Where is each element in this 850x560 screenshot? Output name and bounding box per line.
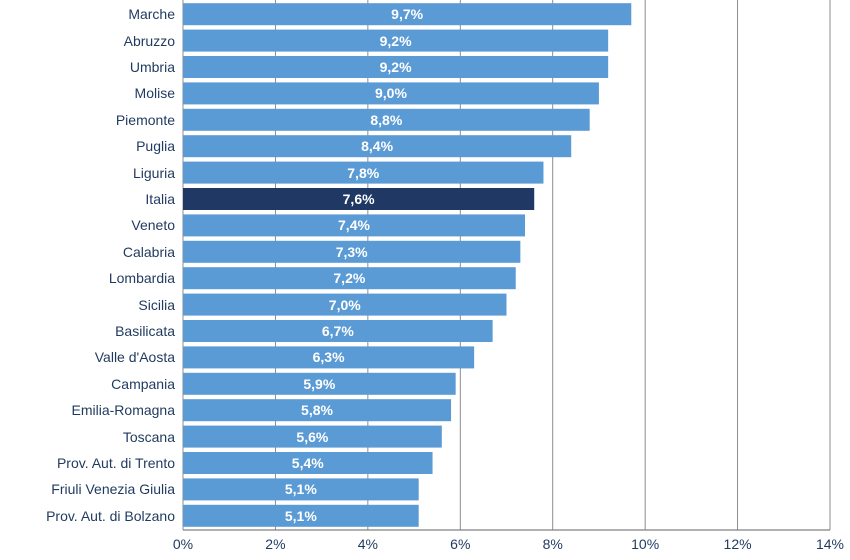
category-label: Sicilia (138, 297, 175, 313)
bar-data-label: 8,4% (361, 138, 393, 154)
bar-data-label: 6,3% (313, 349, 345, 365)
bar-data-label: 6,7% (322, 323, 354, 339)
x-axis-tick-label: 6% (450, 536, 470, 552)
bar-data-label: 5,9% (303, 376, 335, 392)
x-axis-tick-label: 4% (358, 536, 378, 552)
category-label: Molise (135, 85, 175, 101)
bar-data-label: 5,6% (296, 429, 328, 445)
category-label: Calabria (123, 244, 175, 260)
category-label: Veneto (131, 217, 175, 233)
category-label: Umbria (130, 59, 175, 75)
bar-data-label: 7,3% (336, 244, 368, 260)
category-label: Prov. Aut. di Trento (57, 455, 175, 471)
bar-data-label: 7,0% (329, 297, 361, 313)
bar-data-label: 7,6% (343, 191, 375, 207)
category-label: Marche (128, 6, 175, 22)
bar-data-label: 9,7% (391, 6, 423, 22)
category-label: Emilia-Romagna (72, 402, 175, 418)
x-axis-tick-label: 10% (631, 536, 659, 552)
category-label: Campania (111, 376, 175, 392)
category-label: Lombardia (109, 270, 175, 286)
category-label: Piemonte (116, 112, 175, 128)
category-label: Abruzzo (124, 33, 175, 49)
x-axis-tick-label: 12% (724, 536, 752, 552)
bar-data-label: 8,8% (370, 112, 402, 128)
x-axis-tick-label: 14% (816, 536, 844, 552)
category-label: Puglia (136, 138, 175, 154)
x-axis-tick-label: 2% (265, 536, 285, 552)
category-label: Prov. Aut. di Bolzano (46, 508, 175, 524)
bar-data-label: 7,8% (347, 165, 379, 181)
bar-data-label: 9,2% (380, 33, 412, 49)
bar-data-label: 9,0% (375, 85, 407, 101)
category-label: Italia (145, 191, 175, 207)
category-label: Toscana (123, 429, 175, 445)
x-axis-tick-label: 0% (173, 536, 193, 552)
category-label: Friuli Venezia Giulia (51, 481, 175, 497)
x-axis-tick-label: 8% (543, 536, 563, 552)
bar-data-label: 5,8% (301, 402, 333, 418)
bar-data-label: 5,1% (285, 481, 317, 497)
bar-data-label: 7,4% (338, 217, 370, 233)
category-label: Liguria (133, 165, 175, 181)
bar-data-label: 5,1% (285, 508, 317, 524)
bar-data-label: 9,2% (380, 59, 412, 75)
category-label: Valle d'Aosta (95, 349, 175, 365)
category-label: Basilicata (115, 323, 175, 339)
chart-frame: 0% 2% 4% 6% 8% 10% 12% 14% Marche 9,7% Abruzzo 9,2%… (0, 0, 850, 560)
bar-data-label: 5,4% (292, 455, 324, 471)
bar-data-label: 7,2% (333, 270, 365, 286)
